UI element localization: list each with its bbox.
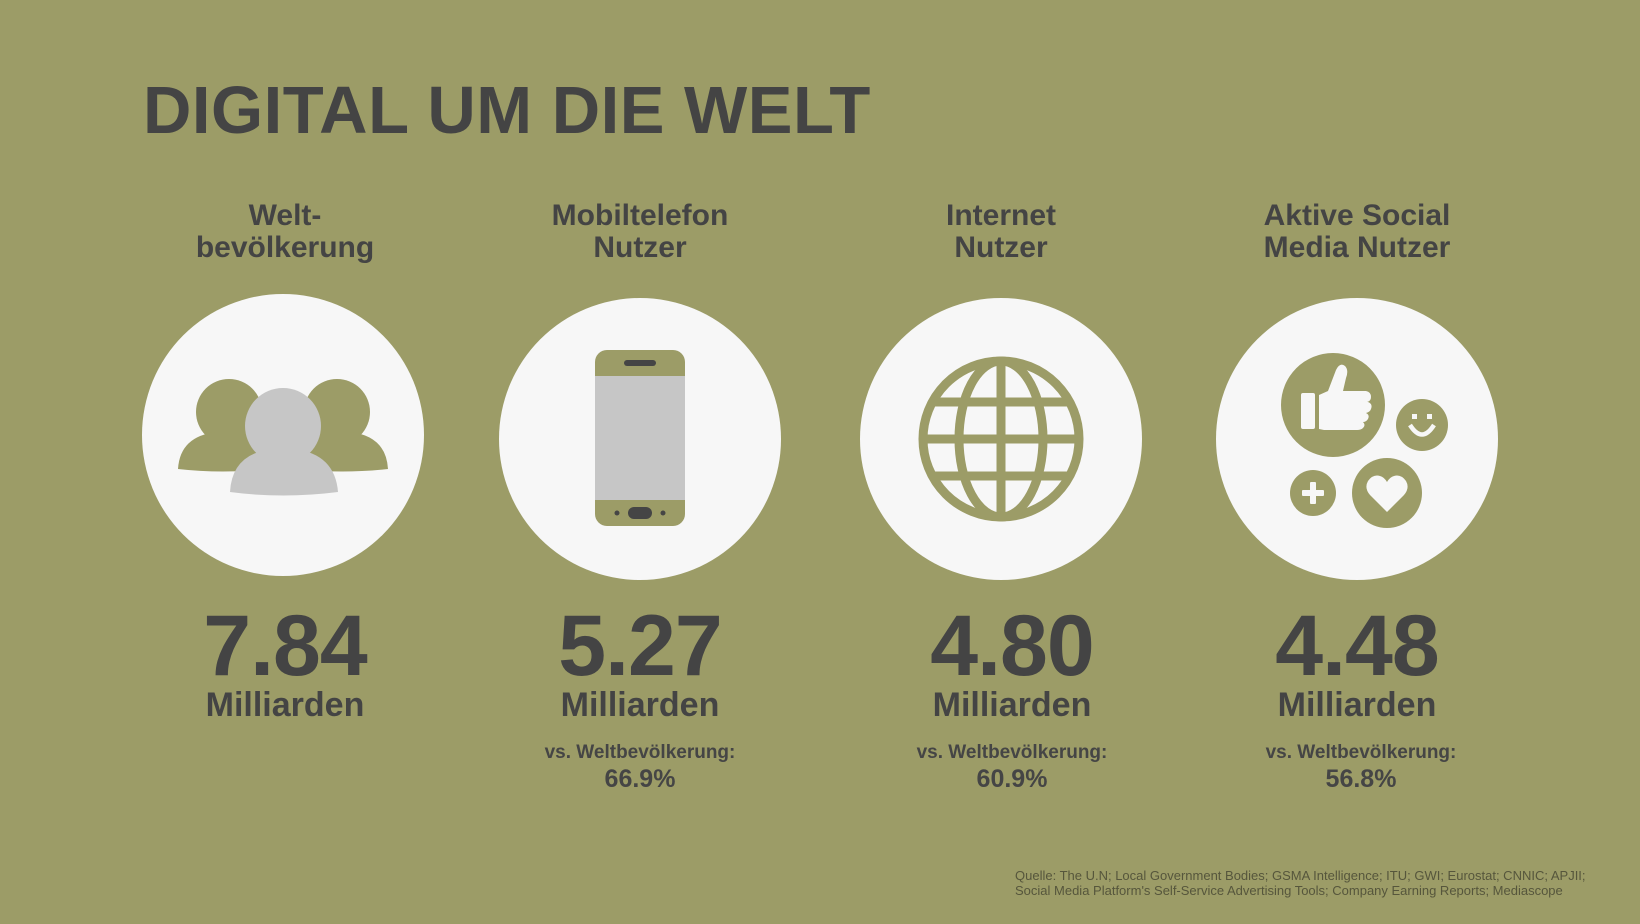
icon-circle [499,298,781,580]
mobile-phone-icon [595,350,685,526]
comparison-value: 66.9% [604,765,676,793]
globe-icon [918,356,1084,522]
stat-unit: Milliarden [205,686,365,724]
heading-line: Aktive Social [1263,199,1451,232]
heading-line: bevölkerung [195,231,375,264]
icon-circle [142,294,424,576]
comparison-value: 60.9% [976,765,1048,793]
stat-heading: Welt- bevölkerung [105,200,465,264]
heading-line: Nutzer [954,231,1048,264]
heading-line: Internet [945,199,1056,232]
social-media-icon [1281,353,1448,528]
source-note: Quelle: The U.N; Local Government Bodies… [1015,868,1586,898]
heading-line: Welt- [248,199,322,232]
stat-heading: Internet Nutzer [821,200,1181,264]
source-line-1: Quelle: The U.N; Local Government Bodies… [1015,868,1586,883]
stat-unit: Milliarden [1277,686,1437,724]
thumbs-up-icon [1281,353,1385,457]
stat-unit: Milliarden [932,686,1092,724]
heart-icon [1352,458,1422,528]
heading-line: Media Nutzer [1263,231,1451,264]
comparison-label: vs. Weltbevölkerung: [916,742,1108,763]
heading-line: Mobiltelefon [551,199,729,232]
stat-value: 4.80 [930,598,1094,694]
smiley-icon [1396,399,1448,451]
plus-icon [1290,470,1336,516]
comparison-value: 56.8% [1325,765,1397,793]
comparison-label: vs. Weltbevölkerung: [544,742,736,763]
icon-circle [860,298,1142,580]
stat-unit: Milliarden [560,686,720,724]
stat-value: 4.48 [1275,598,1439,694]
people-group-icon [178,379,388,496]
stat-value: 5.27 [558,598,722,694]
source-line-2: Social Media Platform's Self-Service Adv… [1015,882,1563,898]
stat-heading: Aktive Social Media Nutzer [1177,200,1537,264]
stat-value: 7.84 [203,598,367,694]
icon-circle [1216,298,1498,580]
page-title: DIGITAL UM DIE WELT [143,73,871,148]
comparison-label: vs. Weltbevölkerung: [1265,742,1457,763]
stat-heading: Mobiltelefon Nutzer [460,200,820,264]
heading-line: Nutzer [593,231,687,264]
